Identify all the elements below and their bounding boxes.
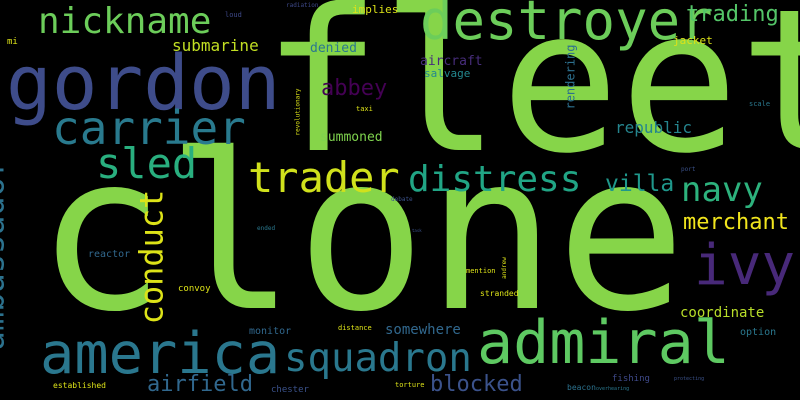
word-radiation: radiation xyxy=(286,2,319,9)
word-carrier: carrier xyxy=(52,101,246,155)
word-america: america xyxy=(40,321,281,387)
word-denied: denied xyxy=(310,41,357,56)
word-navy: navy xyxy=(681,170,763,210)
word-gordon: gordon xyxy=(6,38,281,127)
word-sled: sled xyxy=(96,139,198,188)
word-trader: trader xyxy=(248,153,400,202)
word-andrew: andrew xyxy=(500,257,508,279)
word-reactor: reactor xyxy=(88,249,131,260)
word-debate: debate xyxy=(391,196,413,203)
word-established: established xyxy=(53,381,106,390)
word-scale: scale xyxy=(749,100,771,108)
word-implies: implies xyxy=(352,3,399,16)
word-mi: mi xyxy=(7,37,18,47)
word-merchant: merchant xyxy=(683,210,789,235)
word-salvage: salvage xyxy=(424,67,471,80)
word-aircraft: aircraft xyxy=(420,54,483,69)
word-jacket: jacket xyxy=(673,34,713,47)
word-ended: ended xyxy=(257,225,276,232)
word-conduct: conduct xyxy=(132,189,171,325)
word-squadron: squadron xyxy=(284,336,472,381)
word-submarine: submarine xyxy=(172,36,259,55)
word-villa: villa xyxy=(605,171,675,197)
word-beacon: beacon xyxy=(567,383,596,392)
word-revolutionary: revolutionary xyxy=(294,88,302,136)
word-option: option xyxy=(740,327,777,338)
word-task: task xyxy=(412,228,422,233)
word-coordinate: coordinate xyxy=(680,305,765,321)
word-ivy: ivy xyxy=(694,233,796,298)
word-destroyer: destroyer xyxy=(420,0,713,52)
word-airfield: airfield xyxy=(147,372,253,397)
word-mention: mention xyxy=(466,267,496,275)
word-protecting: protecting xyxy=(674,376,705,382)
word-loud: loud xyxy=(225,11,242,19)
word-clone: clone xyxy=(36,108,687,359)
word-distress: distress xyxy=(408,159,582,200)
word-taxi: taxi xyxy=(356,105,373,113)
word-stranded: stranded xyxy=(480,289,519,298)
word-monitor: monitor xyxy=(249,326,292,337)
word-nickname: nickname xyxy=(38,1,212,42)
word-abbey: abbey xyxy=(321,76,388,101)
word-torture: torture xyxy=(395,381,425,389)
word-ambassador: ambassador xyxy=(0,157,12,351)
word-republic: republic xyxy=(615,118,693,137)
word-distance: distance xyxy=(338,324,372,332)
word-port: port xyxy=(681,166,696,173)
word-chester: chester xyxy=(271,385,309,395)
word-rendering: rendering xyxy=(563,44,578,110)
word-summoned: summoned xyxy=(320,130,383,145)
word-trading: trading xyxy=(686,2,779,27)
word-somewhere: somewhere xyxy=(385,322,461,338)
word-fleet: fleet xyxy=(262,0,800,197)
word-admiral: admiral xyxy=(477,308,730,378)
word-overhearing: overhearing xyxy=(596,386,630,392)
word-fishing: fishing xyxy=(612,374,650,384)
word-blocked: blocked xyxy=(430,372,523,397)
word-convoy: convoy xyxy=(178,284,211,294)
